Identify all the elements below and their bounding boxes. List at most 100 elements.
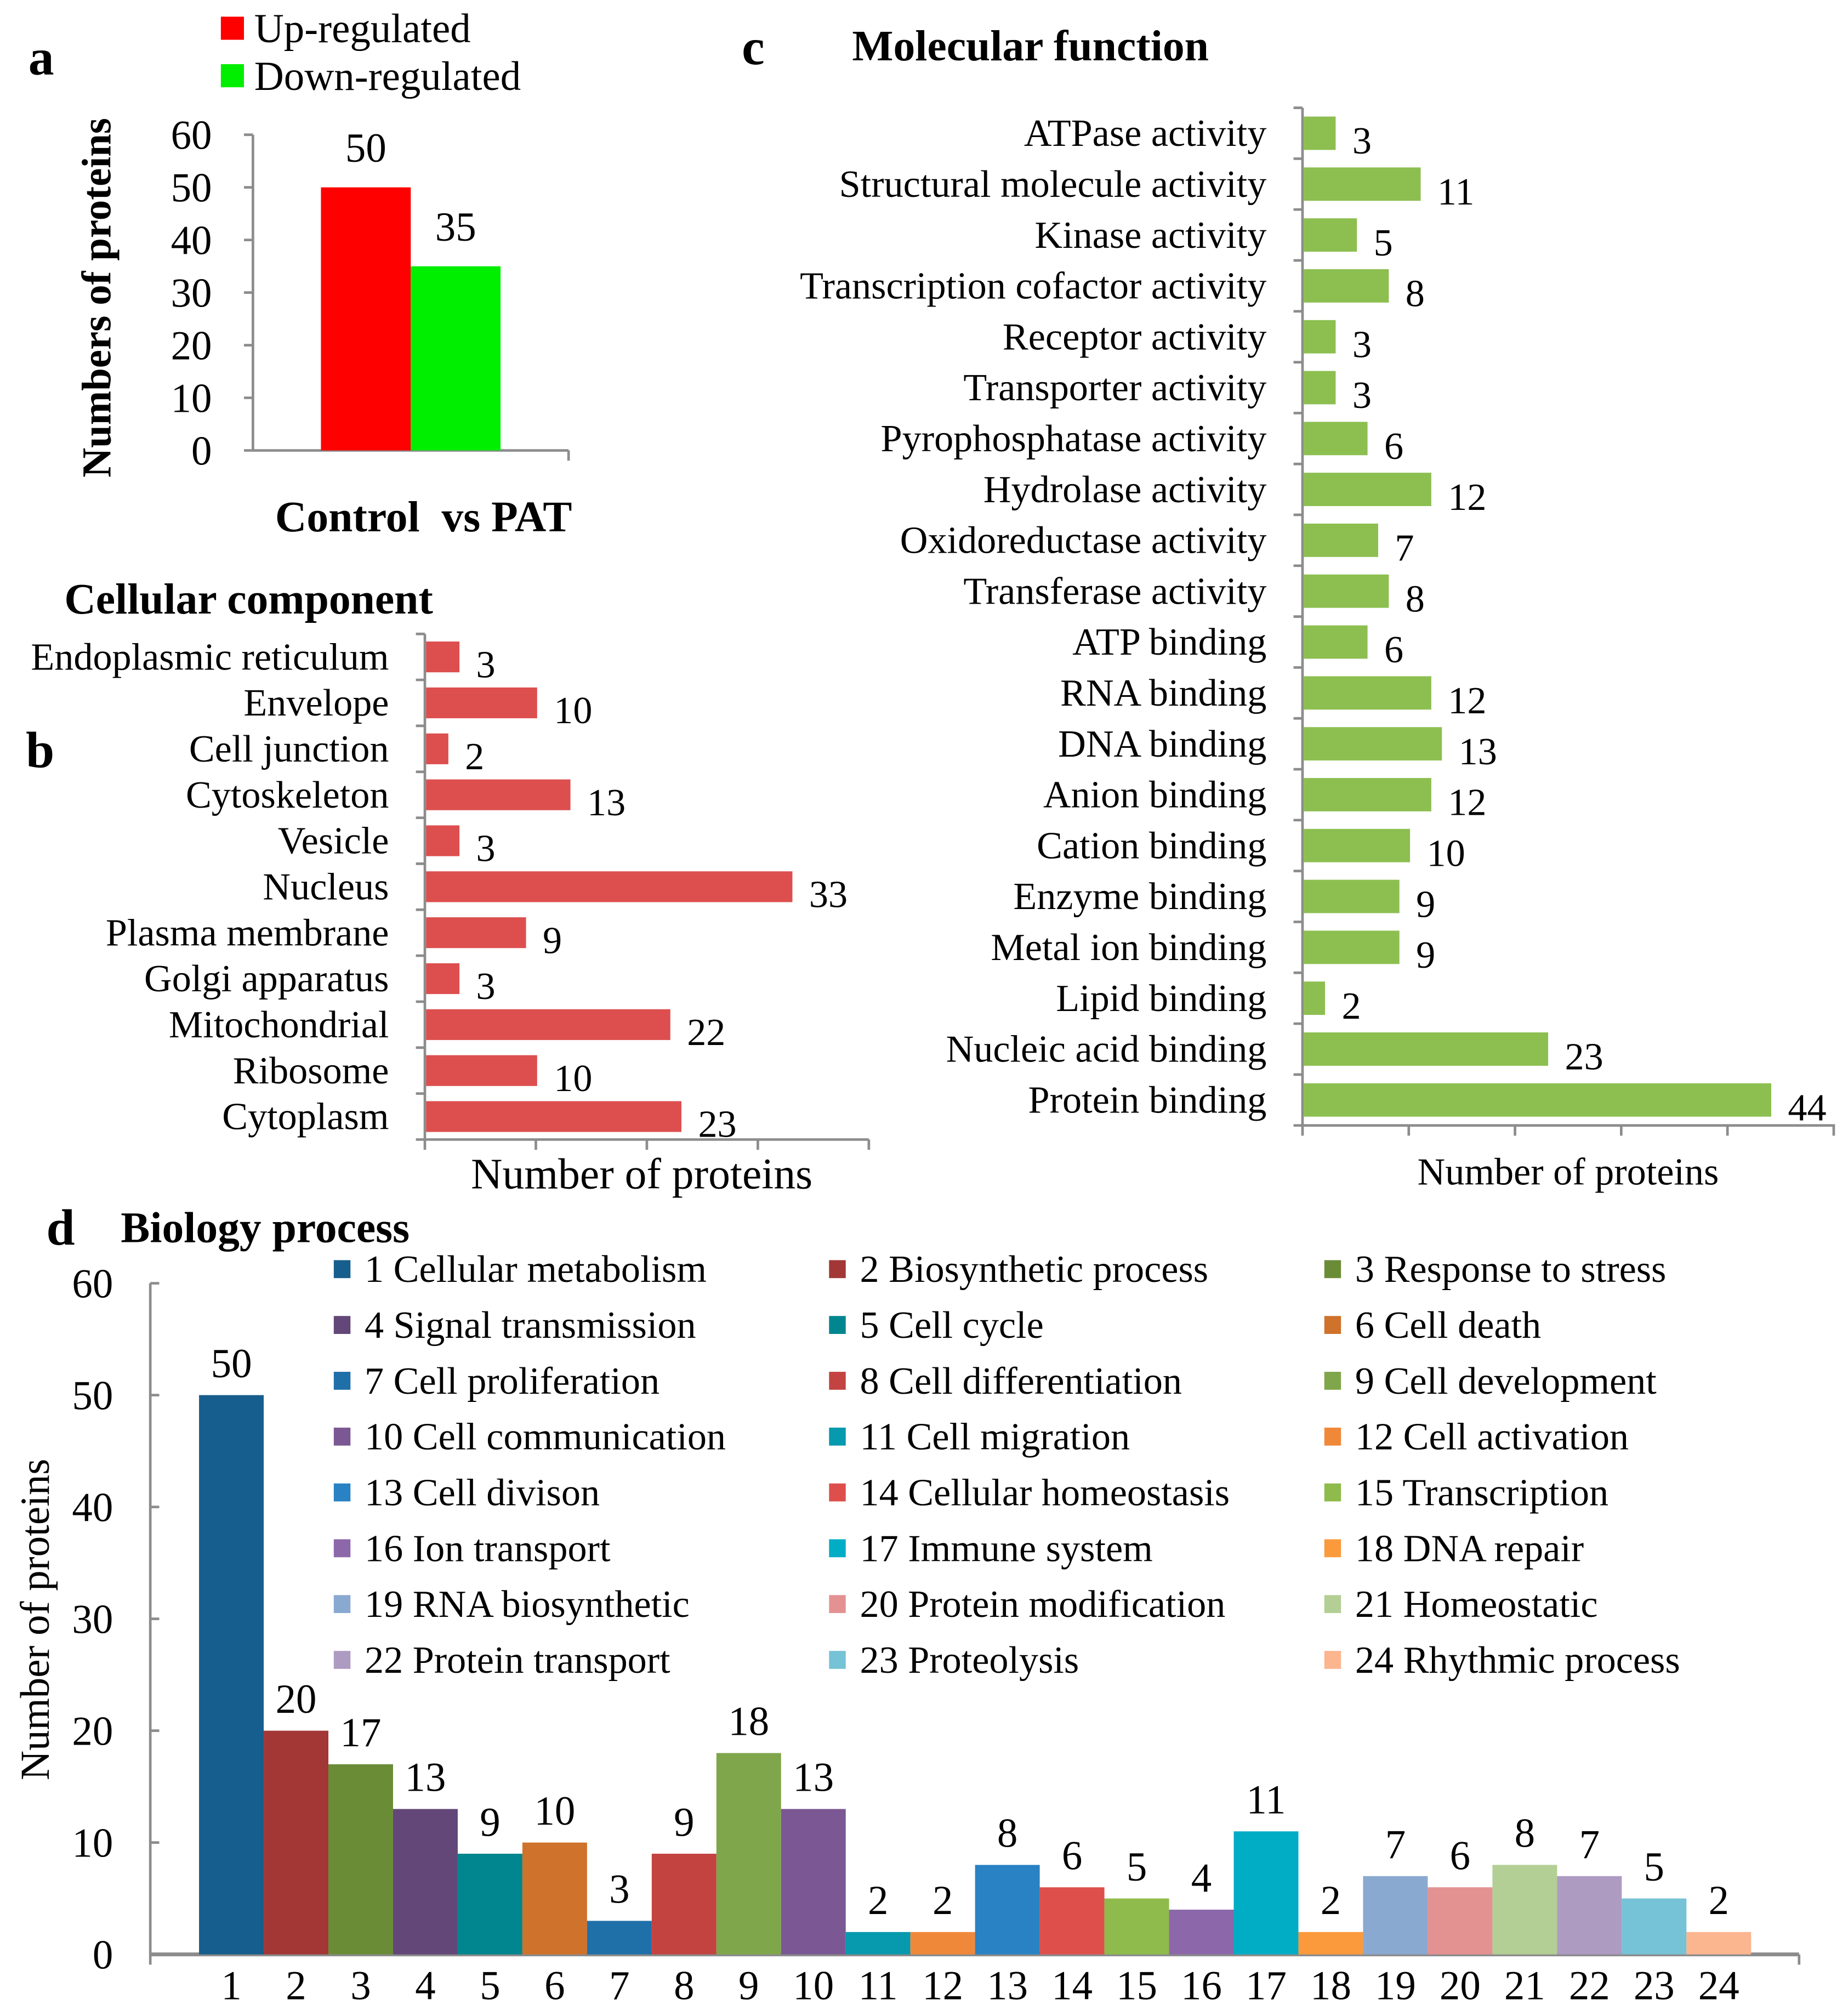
bar xyxy=(1304,574,1389,608)
bar xyxy=(457,1854,522,1955)
data-label: 23 xyxy=(1565,1036,1603,1078)
legend-swatch xyxy=(333,1595,351,1614)
data-label: 2 xyxy=(932,1878,953,1923)
bar xyxy=(1304,930,1400,964)
data-label: 7 xyxy=(1385,1822,1406,1867)
bar xyxy=(1304,778,1431,811)
x-tick-label: 17 xyxy=(1246,1963,1287,2009)
x-tick-label: 21 xyxy=(1504,1963,1545,2009)
legend-label: 2 Biosynthetic process xyxy=(860,1248,1208,1291)
legend-swatch xyxy=(829,1427,846,1446)
legend-swatch xyxy=(1324,1539,1341,1558)
category-label: Mitochondrial xyxy=(169,1003,389,1046)
legend-label: 21 Homeostatic xyxy=(1355,1583,1598,1626)
x-tick-label: 15 xyxy=(1116,1963,1157,2009)
data-label: 12 xyxy=(1448,476,1486,519)
bar xyxy=(426,825,460,856)
panel-label-b: b xyxy=(26,723,54,779)
data-label: 50 xyxy=(211,1341,252,1387)
data-label: 13 xyxy=(1459,730,1497,773)
data-label: 4 xyxy=(1191,1855,1212,1901)
x-tick-label: 6 xyxy=(544,1963,565,2009)
data-label: 3 xyxy=(1352,323,1372,366)
bar xyxy=(426,1101,682,1132)
x-tick-label: 8 xyxy=(674,1963,694,2009)
bar xyxy=(522,1842,587,1955)
bar xyxy=(1169,1910,1234,1955)
panel-b-xlabel: Number of proteins xyxy=(471,1150,812,1198)
data-label: 50 xyxy=(345,126,386,171)
x-tick-label: 12 xyxy=(922,1963,963,2009)
bar xyxy=(1686,1932,1752,1955)
legend-label: 4 Signal transmission xyxy=(365,1304,696,1347)
legend-label: 16 Ion transport xyxy=(365,1527,611,1570)
legend-swatch xyxy=(220,16,244,40)
bar xyxy=(1304,625,1368,659)
legend-label: 8 Cell differentiation xyxy=(860,1360,1181,1402)
data-label: 2 xyxy=(1341,985,1361,1027)
data-label: 8 xyxy=(997,1811,1017,1856)
data-label: 12 xyxy=(1448,679,1486,722)
bar xyxy=(1304,676,1431,710)
data-label: 6 xyxy=(1384,425,1403,468)
panel-label-d: d xyxy=(47,1200,75,1256)
data-label: 2 xyxy=(868,1878,888,1923)
data-label: 8 xyxy=(1406,272,1425,315)
legend-swatch xyxy=(333,1260,351,1279)
bar xyxy=(1304,473,1431,507)
x-tick-label: 14 xyxy=(1051,1963,1093,2009)
y-tick-label: 10 xyxy=(171,376,212,421)
bar xyxy=(975,1865,1040,1955)
legend-label: 14 Cellular homeostasis xyxy=(860,1471,1230,1514)
data-label: 10 xyxy=(554,1057,592,1100)
data-label: 9 xyxy=(1416,934,1435,976)
data-label: 9 xyxy=(1416,883,1435,925)
bar xyxy=(1304,981,1326,1015)
data-label: 3 xyxy=(1352,374,1372,417)
panel-c-xlabel: Number of proteins xyxy=(1418,1150,1719,1193)
category-label: Structural molecule activity xyxy=(839,163,1267,206)
category-label: Pyrophosphatase activity xyxy=(881,417,1267,460)
legend-label: 12 Cell activation xyxy=(1355,1416,1629,1458)
bar xyxy=(1492,1865,1557,1955)
category-label: Envelope xyxy=(243,682,389,724)
panel-b-title: Cellular component xyxy=(64,575,433,623)
category-label: Anion binding xyxy=(1043,774,1267,816)
data-label: 3 xyxy=(476,965,496,1008)
data-label: 33 xyxy=(809,873,848,916)
x-tick-label: 2 xyxy=(286,1963,306,2009)
bar xyxy=(716,1753,781,1955)
category-label: ATPase activity xyxy=(1024,112,1267,155)
data-label: 9 xyxy=(480,1799,500,1845)
bar xyxy=(426,963,460,995)
legend-swatch xyxy=(220,64,244,88)
data-label: 10 xyxy=(534,1788,575,1834)
panel-c-title: Molecular function xyxy=(852,22,1208,70)
legend-label: 15 Transcription xyxy=(1355,1471,1608,1514)
legend-swatch xyxy=(333,1651,351,1669)
data-label: 44 xyxy=(1788,1086,1826,1129)
panel-a-xlabel: Control vs PAT xyxy=(275,493,572,541)
bar xyxy=(910,1932,975,1955)
bar xyxy=(1304,727,1442,761)
panel-d-chart: 0102030405060501202173134951063798189131… xyxy=(72,1248,1801,2009)
bar xyxy=(1557,1876,1622,1955)
bar xyxy=(1304,422,1368,456)
data-label: 5 xyxy=(1374,222,1393,264)
bar xyxy=(199,1395,264,1955)
bar xyxy=(1039,1887,1105,1955)
data-label: 3 xyxy=(1352,120,1372,162)
x-tick-label: 4 xyxy=(415,1963,435,2009)
y-tick-label: 50 xyxy=(171,165,212,211)
y-tick-label: 0 xyxy=(191,428,212,474)
data-label: 6 xyxy=(1384,628,1403,671)
bar xyxy=(426,1055,537,1086)
data-label: 7 xyxy=(1395,527,1414,570)
y-tick-label: 20 xyxy=(72,1708,113,1754)
data-label: 9 xyxy=(674,1799,694,1845)
panel-label-c: c xyxy=(742,19,765,76)
x-tick-label: 22 xyxy=(1569,1963,1610,2009)
y-tick-label: 0 xyxy=(93,1932,113,1978)
legend-swatch xyxy=(1324,1595,1341,1614)
data-label: 18 xyxy=(728,1699,769,1745)
